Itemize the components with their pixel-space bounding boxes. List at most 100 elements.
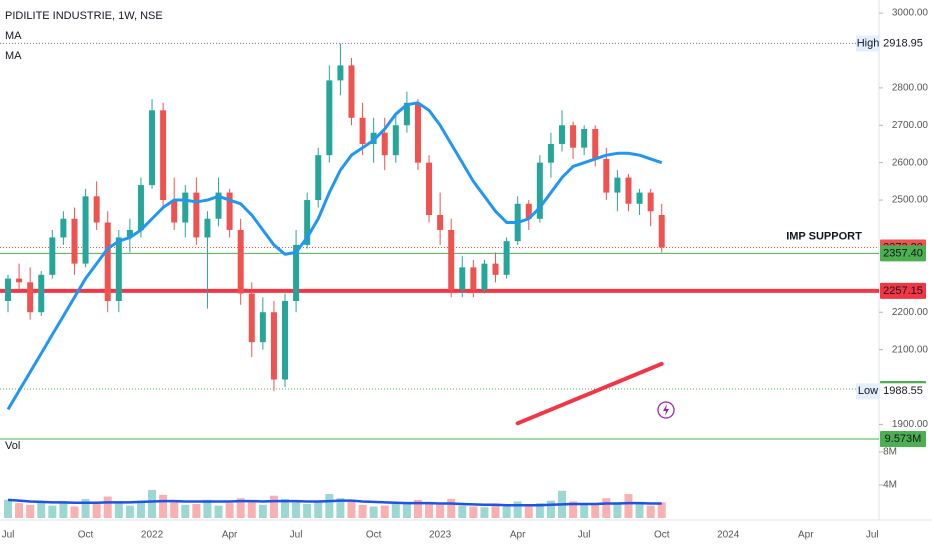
- candle-body: [459, 267, 466, 290]
- volume-bar: [125, 505, 134, 518]
- candle-body: [525, 203, 532, 219]
- y-tick-label: 2800.00: [892, 83, 929, 94]
- candle-body: [414, 102, 421, 163]
- volume-bar: [59, 501, 68, 518]
- candle-body: [536, 162, 543, 219]
- candle-body: [93, 196, 100, 223]
- price-tag-label: 9.573M: [885, 433, 922, 445]
- volume-bar: [48, 505, 57, 518]
- volume-bar: [469, 506, 478, 518]
- candle-body: [248, 293, 255, 343]
- candle-body: [592, 129, 599, 159]
- candle-body: [226, 192, 233, 230]
- volume-bar: [203, 499, 212, 518]
- candle-body: [182, 192, 189, 223]
- y-tick-label: 2600.00: [892, 157, 929, 168]
- candle-body: [581, 129, 588, 148]
- marker-name-box: [856, 35, 880, 52]
- price-tag: [880, 245, 926, 262]
- x-tick-label: Jul: [2, 530, 15, 541]
- alert-icon[interactable]: [657, 401, 675, 419]
- x-tick-label: 2023: [429, 530, 452, 541]
- candle-body: [304, 200, 311, 245]
- volume-bar: [281, 499, 289, 518]
- volume-bar: [480, 507, 489, 518]
- candle-body: [60, 218, 67, 238]
- candle-body: [326, 80, 333, 156]
- candle-body: [392, 125, 399, 156]
- x-tick-label: 2022: [141, 530, 164, 541]
- marker-value-box: [880, 35, 926, 52]
- candle-body: [337, 65, 344, 81]
- volume-bar: [546, 500, 555, 518]
- volume-bar: [491, 504, 500, 518]
- marker-value-box: [880, 383, 926, 400]
- volume-bar: [236, 498, 245, 518]
- candle-body: [193, 192, 200, 238]
- volume-bar: [148, 489, 157, 518]
- volume-bar: [170, 502, 179, 518]
- candle-body: [215, 192, 222, 219]
- candle-body: [614, 177, 621, 193]
- volume-bar: [613, 503, 622, 518]
- candle-body: [126, 229, 133, 238]
- y-tick-label: 2100.00: [892, 344, 929, 355]
- volume-bar: [325, 494, 334, 518]
- marker-value: 1988.55: [883, 385, 923, 397]
- y-tick-label: 2700.00: [892, 120, 929, 131]
- volume-bar: [436, 504, 445, 518]
- y-tick-label: 2500.00: [892, 195, 929, 206]
- volume-bar: [136, 500, 145, 518]
- x-tick-label: Apr: [222, 530, 238, 541]
- volume-bar: [4, 499, 12, 518]
- x-tick-label: Oct: [366, 530, 382, 541]
- price-tag-label: 2357.40: [883, 247, 923, 259]
- volume-bar: [214, 505, 223, 518]
- volume-bar: [458, 505, 467, 518]
- volume-bar: [524, 505, 533, 518]
- volume-bar: [535, 503, 544, 518]
- marker-name-box: [856, 383, 880, 400]
- x-tick-label: Jul: [578, 530, 591, 541]
- candle-body: [547, 143, 554, 163]
- chart-title: PIDILITE INDUSTRIE, 1W, NSE: [5, 10, 163, 22]
- volume-label: Vol: [5, 440, 20, 452]
- indicator-label: MA: [5, 30, 22, 42]
- volume-bar: [192, 503, 201, 518]
- candle-body: [559, 125, 565, 144]
- volume-bar: [347, 500, 356, 518]
- candle-body: [293, 244, 300, 302]
- volume-bar: [26, 504, 35, 518]
- trend-line: [515, 361, 664, 426]
- volume-bar: [657, 502, 666, 518]
- annotation: IMP SUPPORT: [786, 230, 862, 242]
- volume-bar: [159, 494, 168, 518]
- candle-body: [171, 200, 178, 223]
- y-tick-label: 1900.00: [892, 419, 929, 430]
- x-tick-label: Jul: [290, 530, 303, 541]
- candle-body: [603, 158, 610, 193]
- volume-bar: [92, 503, 101, 518]
- candle-body: [359, 117, 366, 144]
- candle-body: [492, 263, 499, 275]
- volume-bar: [425, 503, 434, 518]
- volume-bar: [303, 503, 312, 518]
- volume-bar: [624, 494, 633, 518]
- candle-body: [315, 155, 322, 201]
- candle-body: [403, 102, 410, 126]
- volume-bar: [358, 504, 367, 518]
- price-tag-label: 2257.15: [883, 285, 923, 297]
- y-tick-label: 3000.00: [892, 8, 929, 19]
- volume-bar: [103, 496, 112, 518]
- candle-body: [5, 278, 11, 302]
- candle-body: [481, 263, 488, 290]
- volume-bar: [336, 498, 345, 518]
- ma-line: [6, 101, 663, 411]
- y-tick-label: 2200.00: [892, 307, 929, 318]
- candle-body: [259, 312, 266, 343]
- volume-bar: [15, 503, 24, 518]
- candle-body: [448, 229, 455, 290]
- volume-bar: [269, 495, 278, 518]
- candle-body: [270, 312, 277, 380]
- y-tick-label: 8M: [883, 447, 897, 458]
